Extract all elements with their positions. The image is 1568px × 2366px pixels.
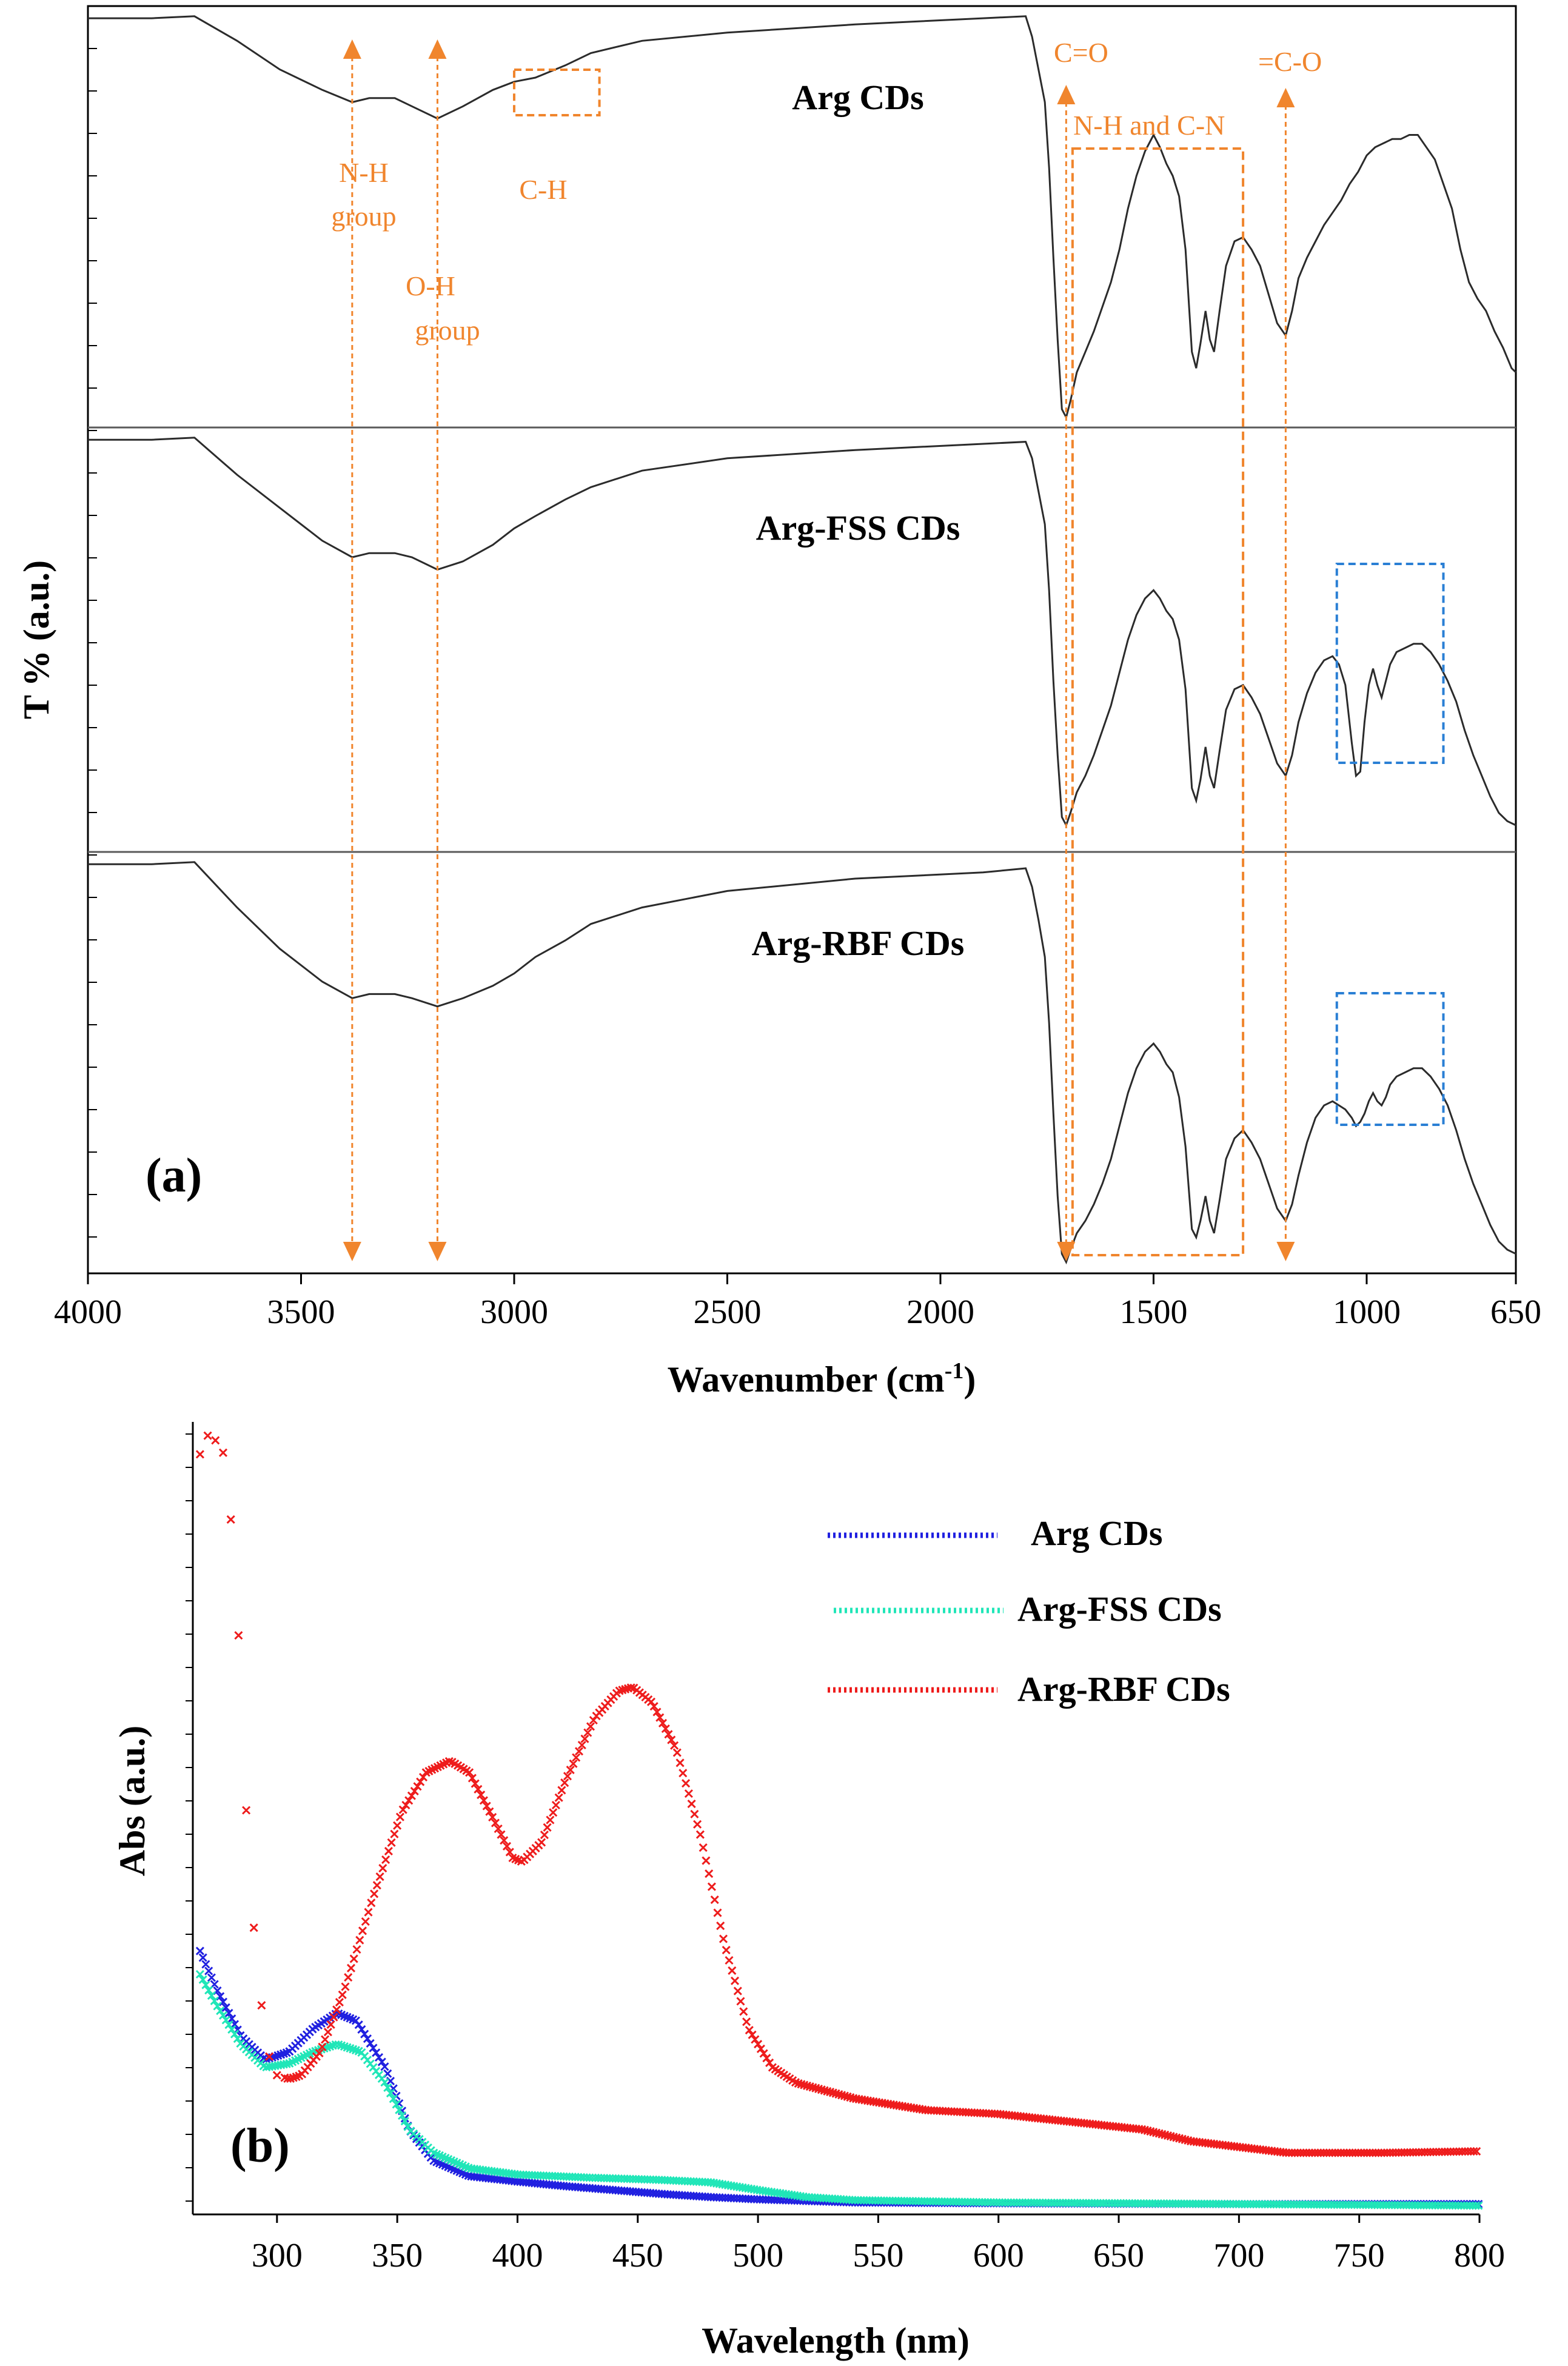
nh-cn-box [1071, 147, 1245, 1256]
panel-b-legend: Arg CDs Arg-FSS CDs Arg-RBF CDs [828, 1513, 1230, 1709]
nh-label-line1: N-H [339, 157, 389, 188]
legend-label-arg-rbf: Arg-RBF CDs [1017, 1669, 1230, 1709]
co-label: C=O [1054, 37, 1108, 68]
nh-arrowhead-bottom [343, 1242, 361, 1261]
x-tick-label: 500 [732, 2237, 783, 2274]
panel-a-y-axis-title: T % (a.u.) [16, 560, 56, 719]
x-tick-label: 700 [1213, 2237, 1264, 2274]
legend-label-arg-fss: Arg-FSS CDs [1017, 1589, 1222, 1629]
oh-label-line1: O-H [406, 270, 455, 301]
panel-a-x-axis-title: Wavenumber (cm-1) [668, 1358, 976, 1399]
rbf-highlight-box [1335, 992, 1445, 1126]
x-tick-label: 300 [252, 2237, 303, 2274]
panel-b-label: (b) [230, 2119, 290, 2173]
x-tick-label: 400 [492, 2237, 543, 2274]
co-arrowhead-bottom [1057, 1242, 1076, 1261]
panel-a-frame [87, 5, 1517, 1275]
oh-arrowhead-top [428, 39, 447, 59]
series-label-arg-fss: Arg-FSS CDs [756, 508, 960, 548]
nh-label-line2: group [331, 201, 396, 232]
uv-curve-arg-fss-cds [195, 1969, 1483, 2210]
ch-box [512, 69, 601, 116]
x-tick-label: 1500 [1119, 1293, 1187, 1331]
oh-label-line2: group [415, 315, 480, 346]
x-tick-label: 3500 [267, 1293, 335, 1331]
panel-b-uv-vis: 300 350 400 450 500 550 600 650 700 750 800 Arg CD… [112, 1422, 1505, 2361]
eco-label: =C-O [1258, 46, 1322, 77]
x-tick-label: 2500 [693, 1293, 761, 1331]
panel-b-series-group [195, 1431, 1483, 2210]
panel-a-y-ticks [88, 48, 97, 1238]
x-tick-label: 1000 [1333, 1293, 1401, 1331]
panel-a-label: (a) [146, 1149, 202, 1202]
fss-highlight-box [1335, 563, 1445, 764]
x-tick-label: 4000 [54, 1293, 122, 1331]
x-tick-label: 2000 [906, 1293, 974, 1331]
ftir-curve-arg-rbf-cds [88, 861, 1516, 1265]
eco-arrowhead-bottom [1276, 1242, 1295, 1261]
panel-b-y-ticks [186, 1433, 193, 2202]
legend-label-arg: Arg CDs [1031, 1513, 1162, 1553]
nh-arrowhead-top [343, 39, 361, 59]
x-tick-label: 600 [973, 2237, 1024, 2274]
ftir-curve-arg-fss-cds [88, 437, 1516, 828]
eco-arrowhead-top [1276, 88, 1295, 107]
panel-b-y-axis-title: Abs (a.u.) [112, 1726, 152, 1876]
panel-a-x-ticks: 4000 3500 3000 2500 2000 1500 1000 650 [54, 1273, 1541, 1331]
series-label-arg-rbf: Arg-RBF CDs [752, 923, 965, 963]
x-tick-label: 550 [853, 2237, 903, 2274]
panel-a-annotations: N-H group O-H group C-H C=O N-H and C-N … [331, 37, 1445, 1261]
ch-label: C-H [519, 174, 567, 205]
panel-b-x-ticks: 300 350 400 450 500 550 600 650 700 750 800 [252, 2214, 1505, 2274]
series-label-arg: Arg CDs [792, 78, 923, 117]
x-tick-label: 800 [1454, 2237, 1505, 2274]
uv-curve-arg-rbf-cds [195, 1431, 1481, 2157]
x-tick-label: 450 [612, 2237, 663, 2274]
panel-a-ftir: N-H group O-H group C-H C=O N-H and C-N … [16, 5, 1541, 1399]
panel-b-x-axis-title: Wavelength (nm) [702, 2321, 970, 2361]
x-tick-label: 650 [1490, 1293, 1541, 1331]
oh-arrowhead-bottom [428, 1242, 447, 1261]
x-tick-label: 750 [1334, 2237, 1385, 2274]
co-arrowhead-top [1057, 85, 1076, 104]
x-tick-label: 3000 [480, 1293, 548, 1331]
x-tick-label: 350 [372, 2237, 423, 2274]
nh-cn-label: N-H and C-N [1073, 110, 1225, 141]
x-tick-label: 650 [1093, 2237, 1144, 2274]
